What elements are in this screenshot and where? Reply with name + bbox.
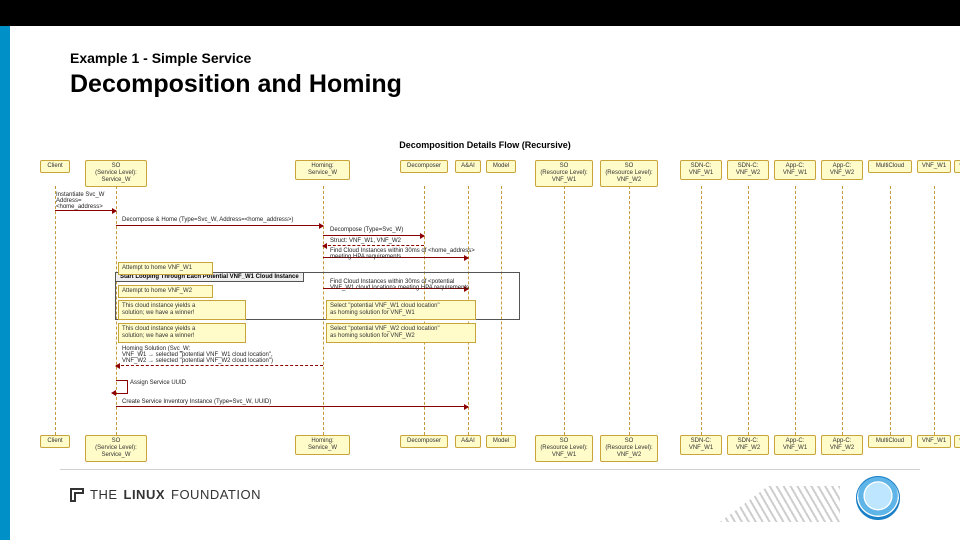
note-5: Select "potential VNF_W2 cloud location"… xyxy=(326,323,476,343)
participant-decomp: Decomposer xyxy=(400,160,448,173)
participant-appc2: App-C:VNF_W2 xyxy=(821,160,863,180)
message-label-5: Find Cloud Instances within 30ms of <pot… xyxy=(330,279,469,291)
message-arrow-0 xyxy=(55,210,116,211)
lifeline-appc2 xyxy=(842,186,843,435)
message-label-2: Decompose (Type=Svc_W) xyxy=(330,227,403,233)
participant-model: Model xyxy=(486,160,516,173)
lifeline-mcloud xyxy=(890,186,891,435)
note-4: Select "potential VNF_W1 cloud location"… xyxy=(326,300,476,320)
message-label-0: Instantiate Svc_WAddress=<home_address> xyxy=(56,192,104,210)
participant-bottom-model: Model xyxy=(486,435,516,448)
logo-linux: LINUX xyxy=(124,487,166,502)
footer-hatch-graphic xyxy=(720,486,840,522)
linux-foundation-logo: THE LINUX FOUNDATION xyxy=(70,487,261,502)
sequence-diagram: Client Client SO(Service Level):Service_W S… xyxy=(30,160,960,460)
participant-bottom-client: Client xyxy=(40,435,70,448)
participant-bottom-homing: Homing:Service_W xyxy=(295,435,350,455)
top-bar xyxy=(0,0,960,26)
participant-mcloud: MultiCloud xyxy=(868,160,912,173)
participant-vnfw2: vNF_W2 xyxy=(954,160,960,173)
message-arrow-2 xyxy=(323,235,425,236)
note-3: This cloud instance yields asolution; we… xyxy=(118,323,246,343)
participant-bottom-mcloud: MultiCloud xyxy=(868,435,912,448)
participant-bottom-appc1: App-C:VNF_W1 xyxy=(774,435,816,455)
participant-so_svc: SO(Service Level):Service_W xyxy=(85,160,147,187)
message-label-6: Homing Solution (Svc_W:VNF_W1 → selected… xyxy=(122,346,273,364)
participant-bottom-vnfw2: vNF_W2 xyxy=(954,435,960,448)
footer-divider xyxy=(60,469,920,470)
lifeline-so_res2 xyxy=(629,186,630,435)
participant-bottom-aai: A&AI xyxy=(455,435,481,448)
logo-foundation: FOUNDATION xyxy=(171,487,261,502)
participant-so_res1: SO(Resource Level):VNF_W1 xyxy=(535,160,593,187)
participant-bottom-so_res2: SO(Resource Level):VNF_W2 xyxy=(600,435,658,462)
lifeline-sdnc2 xyxy=(748,186,749,435)
message-arrow-8 xyxy=(116,406,468,407)
note-0: Attempt to home VNF_W1 xyxy=(118,262,213,275)
participant-so_res2: SO(Resource Level):VNF_W2 xyxy=(600,160,658,187)
message-arrow-3 xyxy=(323,245,425,246)
message-label-3: Struct: VNF_W1, VNF_W2 xyxy=(330,238,401,244)
participant-vnfw1: VNF_W1 xyxy=(917,160,951,173)
message-label-7: Assign Service UUID xyxy=(130,380,186,386)
logo-the: THE xyxy=(90,487,118,502)
participant-bottom-so_res1: SO(Resource Level):VNF_W1 xyxy=(535,435,593,462)
slide-kicker: Example 1 - Simple Service xyxy=(70,50,251,66)
lifeline-vnfw1 xyxy=(934,186,935,435)
participant-sdnc2: SDN-C:VNF_W2 xyxy=(727,160,769,180)
slide-title: Decomposition and Homing xyxy=(70,70,402,99)
lifeline-client xyxy=(55,186,56,435)
message-label-1: Decompose & Home (Type=Svc_W, Address=<h… xyxy=(122,217,293,223)
message-arrow-6 xyxy=(116,365,323,366)
participant-bottom-sdnc1: SDN-C:VNF_W1 xyxy=(680,435,722,455)
message-label-4: Find Cloud Instances within 30ms of <hom… xyxy=(330,248,475,260)
participant-bottom-appc2: App-C:VNF_W2 xyxy=(821,435,863,455)
participant-homing: Homing:Service_W xyxy=(295,160,350,180)
participant-bottom-so_svc: SO(Service Level):Service_W xyxy=(85,435,147,462)
att-globe-icon xyxy=(856,476,900,520)
participant-bottom-vnfw1: VNF_W1 xyxy=(917,435,951,448)
note-2: This cloud instance yields asolution; we… xyxy=(118,300,246,320)
participant-bottom-decomp: Decomposer xyxy=(400,435,448,448)
participant-client: Client xyxy=(40,160,70,173)
participant-sdnc1: SDN-C:VNF_W1 xyxy=(680,160,722,180)
diagram-title: Decomposition Details Flow (Recursive) xyxy=(10,140,960,150)
lifeline-sdnc1 xyxy=(701,186,702,435)
lifeline-appc1 xyxy=(795,186,796,435)
lifeline-so_res1 xyxy=(564,186,565,435)
participant-bottom-sdnc2: SDN-C:VNF_W2 xyxy=(727,435,769,455)
message-arrow-1 xyxy=(116,225,323,226)
participant-aai: A&AI xyxy=(455,160,481,173)
slide: Example 1 - Simple Service Decomposition… xyxy=(0,0,960,540)
note-1: Attempt to home VNF_W2 xyxy=(118,285,213,298)
participant-appc1: App-C:VNF_W1 xyxy=(774,160,816,180)
message-label-8: Create Service Inventory Instance (Type=… xyxy=(122,399,271,405)
lf-mark-icon xyxy=(70,488,84,502)
message-self-7 xyxy=(116,380,128,394)
